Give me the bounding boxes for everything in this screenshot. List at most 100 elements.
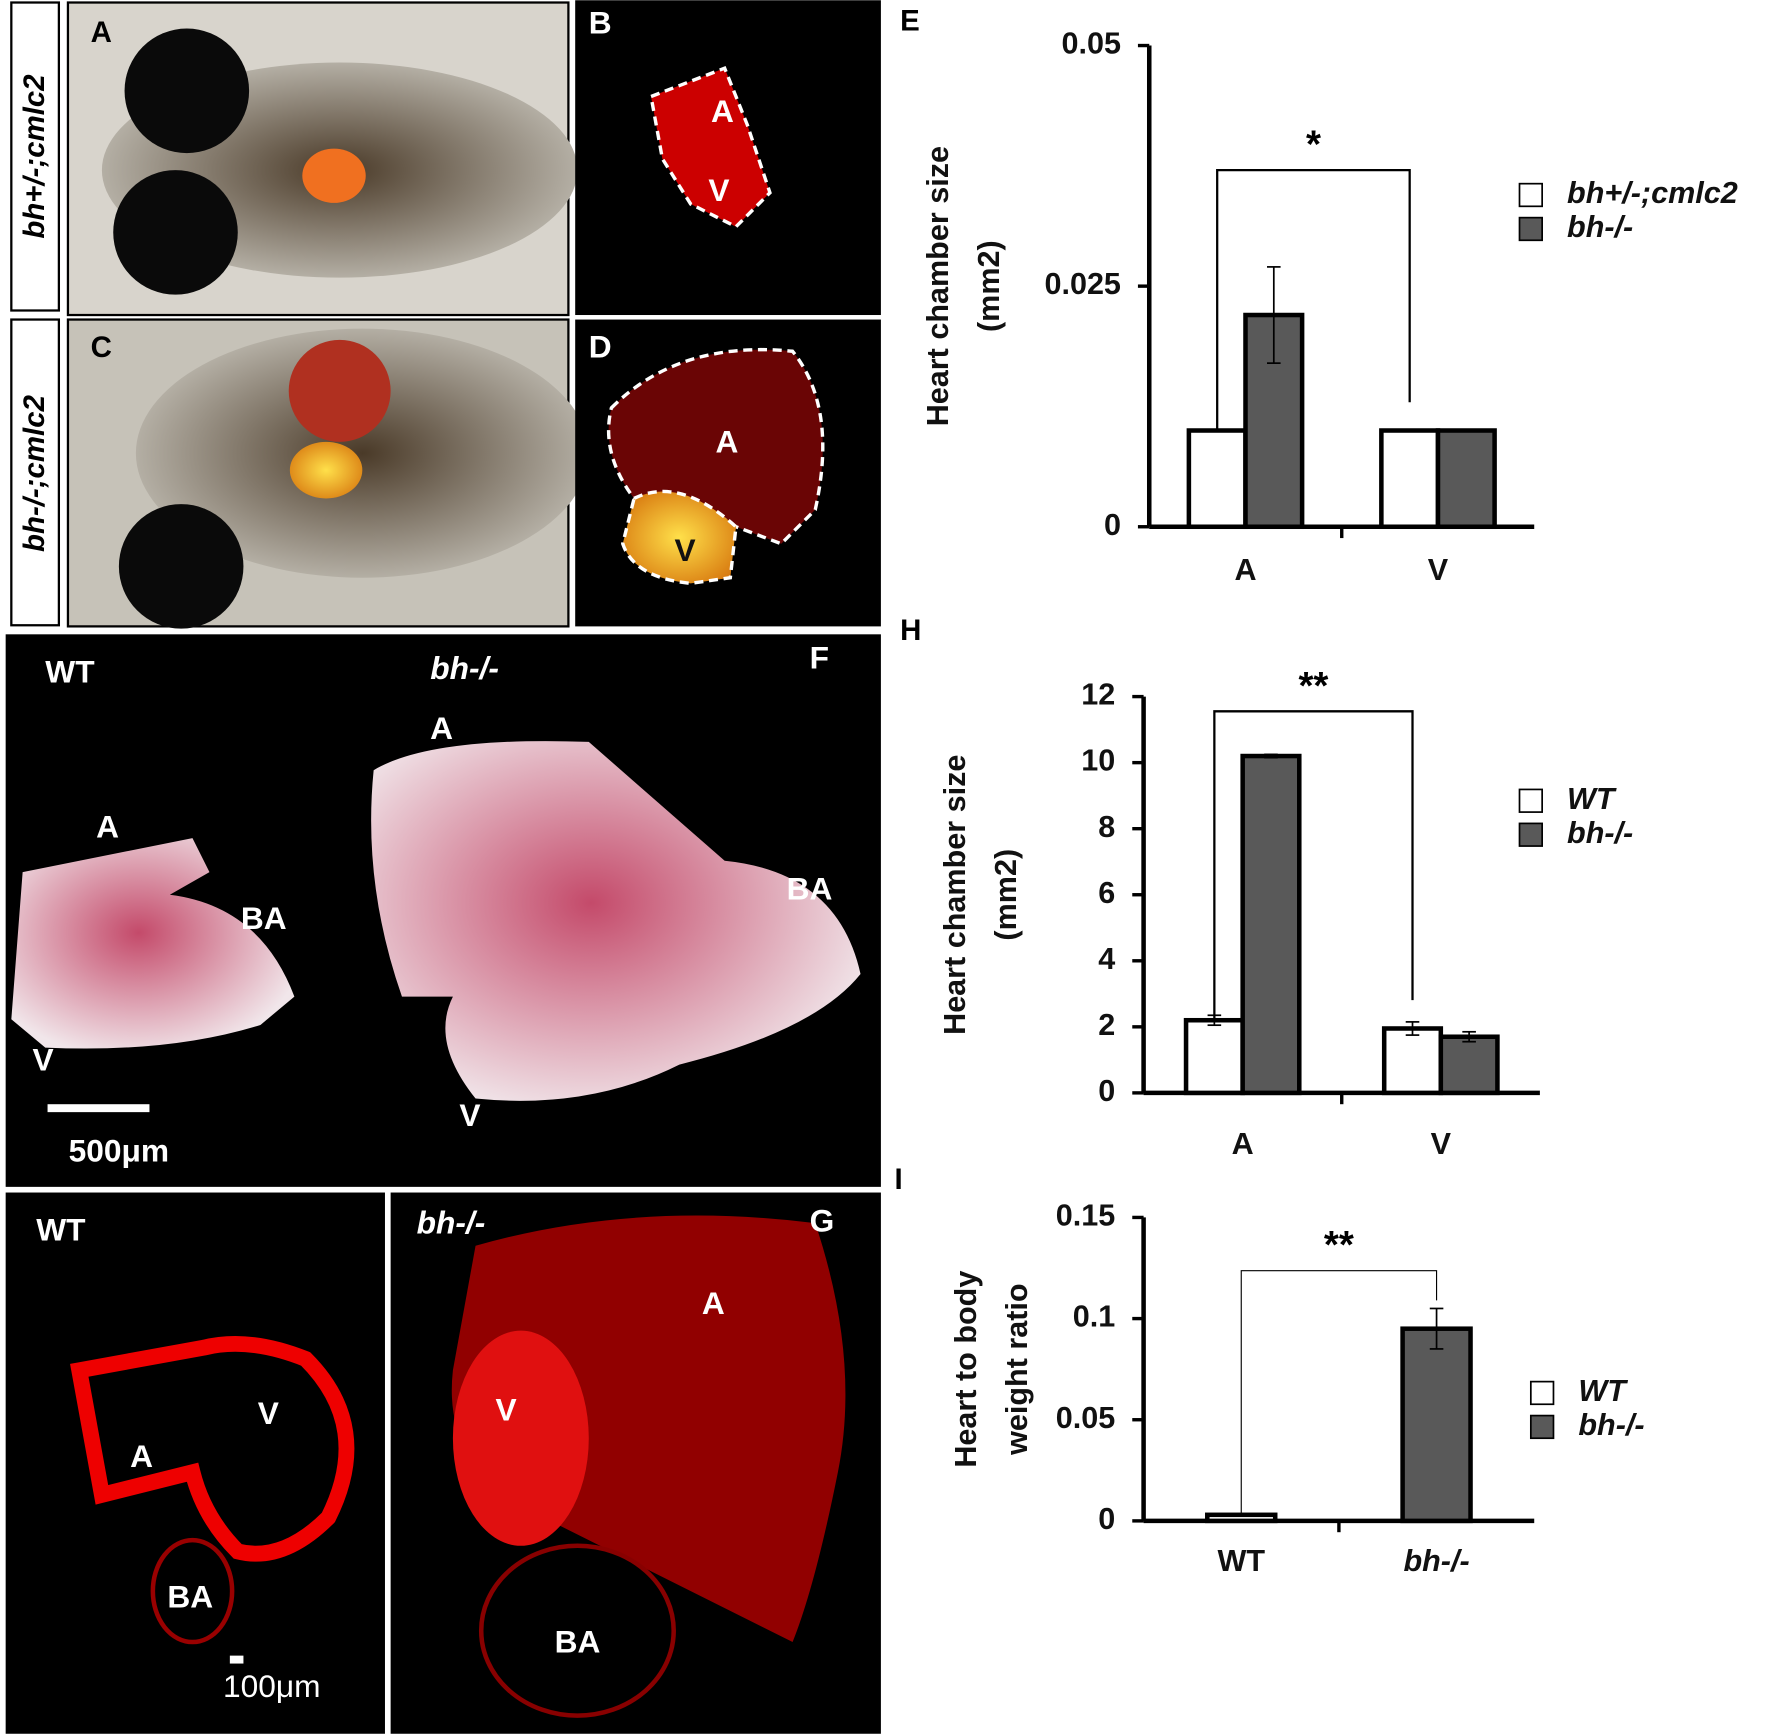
chamber-label: BA: [555, 1624, 601, 1660]
eye: [113, 170, 238, 295]
x-tick-label: A: [1234, 553, 1256, 587]
significance: **: [1324, 1224, 1354, 1267]
bar: [1186, 428, 1248, 530]
heart: [289, 441, 363, 499]
y-axis-label: Heart to body: [949, 1271, 983, 1468]
chamber-label: A: [715, 423, 738, 459]
legend-label: bh-/-: [1578, 1408, 1644, 1442]
scale-bar: [229, 1655, 244, 1664]
x-tick-label: V: [1431, 1127, 1452, 1161]
chamber-label: BA: [167, 1578, 213, 1614]
legend-label: bh+/-;cmlc2: [1567, 176, 1738, 210]
chamber-label: V: [674, 532, 695, 568]
scale-label: 100μm: [223, 1668, 321, 1704]
bar: [1183, 1017, 1245, 1096]
panel-label: I: [894, 1163, 902, 1196]
heart: [288, 339, 391, 442]
scale-bar: [47, 1104, 150, 1113]
legend-swatch: [1518, 788, 1543, 813]
group-label: WT: [36, 1212, 86, 1248]
heart: [11, 838, 295, 1049]
y-tick-label: 2: [1098, 1008, 1115, 1042]
y-axis-label: Heart chamber size: [938, 755, 972, 1035]
error-bar: [1405, 1021, 1420, 1036]
group-label: WT: [45, 653, 95, 689]
bar: [1400, 1326, 1473, 1524]
panel-label: B: [589, 5, 612, 41]
y-tick-label: 0.15: [1056, 1199, 1115, 1233]
x-tick-label: A: [1232, 1127, 1254, 1161]
genotype-box: [10, 318, 61, 627]
eye: [124, 28, 250, 154]
panel-label: C: [91, 331, 112, 364]
error-bar: [1429, 1307, 1444, 1350]
heart: [302, 148, 366, 203]
error-bar: [1462, 1030, 1476, 1043]
legend-swatch: [1529, 1380, 1555, 1406]
heart-section: [452, 1330, 589, 1546]
legend-swatch: [1529, 1414, 1555, 1440]
chamber-label: BA: [241, 900, 287, 936]
bar: [1379, 428, 1441, 530]
y-tick-label: 12: [1081, 678, 1115, 712]
panel-label: G: [810, 1202, 835, 1238]
chamber-label: A: [430, 710, 453, 746]
larva: [135, 328, 589, 578]
chamber-label: V: [258, 1395, 279, 1431]
bar: [1381, 1026, 1444, 1096]
y-axis-unit: weight ratio: [1000, 1283, 1034, 1456]
y-axis-label: Heart chamber size: [921, 146, 955, 426]
x-tick-label: WT: [1217, 1544, 1265, 1578]
legend-swatch: [1518, 822, 1543, 847]
y-tick-label: 10: [1081, 744, 1115, 778]
error-bar: [1267, 266, 1281, 364]
legend-label: bh-/-: [1567, 816, 1633, 850]
y-tick-label: 0.05: [1061, 27, 1120, 61]
panel-label: F: [810, 640, 829, 676]
chamber-label: V: [496, 1392, 517, 1428]
heart-section: [478, 1543, 676, 1718]
bar: [1438, 1034, 1500, 1096]
significance-bracket: [1213, 710, 1414, 1021]
genotype: bh+/-;cmlc2: [18, 74, 51, 239]
photo: [5, 1192, 385, 1734]
legend-label: bh-/-: [1567, 210, 1633, 244]
group-label: bh-/-: [417, 1205, 486, 1241]
significance: *: [1306, 124, 1321, 167]
heart-section: [451, 1215, 846, 1643]
legend-swatch: [1518, 182, 1543, 208]
significance-bracket: [1216, 168, 1411, 431]
legend-label: WT: [1567, 782, 1617, 816]
genotype-box: [10, 1, 61, 312]
legend-swatch: [1518, 216, 1543, 242]
chamber-label: A: [711, 93, 734, 129]
panel-label: A: [91, 16, 112, 49]
scale-label: 500μm: [69, 1132, 169, 1168]
y-tick-label: 0.1: [1073, 1300, 1116, 1334]
heart-outline: [620, 489, 738, 586]
chamber-label: V: [32, 1042, 53, 1078]
eye: [118, 504, 244, 629]
y-tick-label: 0: [1098, 1074, 1115, 1108]
significance: **: [1298, 665, 1328, 708]
legend-label: WT: [1578, 1374, 1628, 1408]
heart-outline: [649, 65, 772, 229]
heart: [371, 741, 861, 1101]
chamber-label: A: [130, 1438, 153, 1474]
heart-section: [150, 1537, 235, 1645]
significance-bracket: [1240, 1270, 1438, 1515]
chamber-label: V: [708, 172, 729, 208]
x-tick-label: V: [1428, 553, 1449, 587]
y-tick-label: 0.05: [1056, 1401, 1115, 1435]
y-tick-label: 0: [1104, 508, 1121, 542]
chamber-label: A: [702, 1285, 725, 1321]
y-tick-label: 4: [1098, 942, 1115, 976]
y-axis-unit: (mm2): [972, 240, 1006, 332]
error-bar: [1264, 753, 1278, 759]
y-axis-unit: (mm2): [989, 849, 1023, 941]
heart-section: [70, 1335, 355, 1562]
y-tick-label: 0.025: [1044, 267, 1120, 301]
x-tick-label: bh-/-: [1403, 1544, 1469, 1578]
panel-label: D: [589, 328, 612, 364]
